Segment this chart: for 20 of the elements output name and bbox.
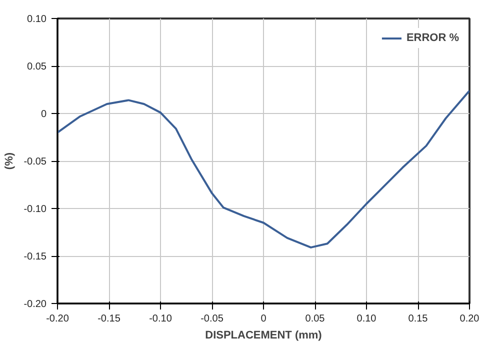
x-tick-label: -0.10 bbox=[149, 314, 172, 324]
y-tick-label: 0.10 bbox=[27, 14, 47, 25]
x-tick-label: 0.15 bbox=[408, 314, 428, 324]
y-axis-title: (%) bbox=[4, 152, 16, 170]
y-tick-label: -0.20 bbox=[24, 299, 47, 310]
x-tick-label: -0.20 bbox=[46, 314, 70, 324]
y-tick-label: -0.15 bbox=[24, 252, 47, 262]
x-tick-label: 0.10 bbox=[356, 314, 377, 324]
legend-label: ERROR % bbox=[406, 32, 459, 44]
line-series bbox=[58, 90, 470, 248]
x-tick-label: -0.15 bbox=[98, 314, 121, 324]
y-tick-label: 0.05 bbox=[27, 62, 47, 72]
x-tick-label: 0 bbox=[260, 314, 267, 324]
y-tick-label: 0 bbox=[40, 109, 47, 120]
y-tick-label: -0.05 bbox=[24, 156, 47, 168]
x-axis-title: DISPLACEMENT (mm) bbox=[205, 330, 322, 342]
x-tick-label: 0.20 bbox=[460, 314, 480, 324]
x-tick-label: -0.05 bbox=[200, 314, 224, 324]
y-tick-label: -0.10 bbox=[24, 204, 47, 215]
x-tick-label: 0.05 bbox=[305, 314, 326, 324]
